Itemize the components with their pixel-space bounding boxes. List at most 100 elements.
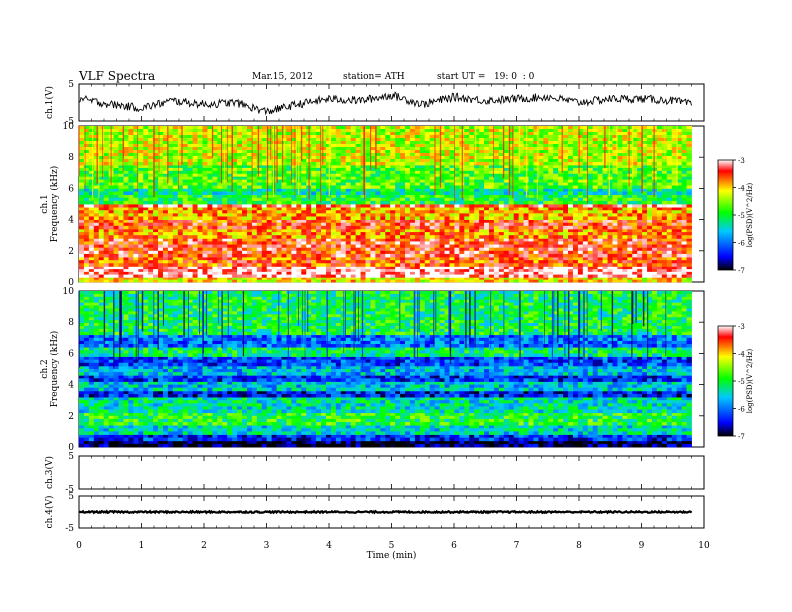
spectrogram-cell: [439, 263, 445, 267]
spectrogram-cell: [493, 213, 500, 217]
spectrogram-cell: [637, 269, 643, 273]
spectrogram-cell: [133, 219, 139, 224]
spectrogram-cell: [138, 250, 144, 255]
spectrogram-cell: [409, 197, 416, 202]
spectrogram-cell: [271, 219, 277, 224]
spectrogram-cell: [405, 191, 411, 196]
spectrogram-cell: [93, 210, 100, 214]
spectrogram-cell: [385, 216, 391, 220]
spectrogram-cell: [607, 238, 613, 242]
spectrogram-cell: [523, 238, 529, 242]
spectrogram-cell: [503, 277, 510, 281]
spectrogram-cell: [291, 274, 297, 278]
spectrogram-cell: [518, 200, 524, 205]
spectrogram-cell: [192, 253, 198, 258]
spectrogram-cell: [261, 207, 268, 211]
spectrogram-cell: [330, 257, 337, 261]
spectrogram-cell: [469, 266, 475, 270]
spectrogram-cell: [572, 274, 579, 278]
spectrogram-cell: [242, 228, 248, 233]
spectrogram-cell: [390, 194, 396, 199]
spectrogram-cell: [113, 271, 119, 275]
spectrogram-cell: [563, 257, 569, 261]
spectrogram-cell: [79, 250, 85, 255]
spectrogram-cell: [177, 219, 184, 224]
spectrogram-cell: [133, 241, 139, 245]
spectrogram-cell: [350, 197, 357, 202]
spectrogram-cell: [414, 219, 421, 224]
spectrogram-cell: [488, 191, 495, 196]
spectrogram-cell: [167, 188, 174, 192]
spectrogram-cell: [409, 257, 416, 261]
spectrogram-cell: [375, 197, 381, 202]
spectrogram-cell: [335, 165, 342, 169]
spectrogram-cell: [227, 225, 233, 230]
spectrogram-cell: [405, 197, 411, 202]
spectrogram-cell: [355, 197, 361, 202]
spectrogram-cell: [325, 197, 332, 202]
spectrogram-cell: [266, 225, 273, 230]
spectrogram-cell: [607, 263, 613, 267]
spectrogram-cell: [582, 238, 589, 242]
spectrogram-cell: [143, 194, 149, 199]
spectrogram-cell: [237, 200, 243, 205]
spectrogram-cell: [108, 219, 114, 224]
spectrogram-cell: [167, 238, 174, 242]
spectrogram-cell: [607, 197, 613, 202]
spectrogram-cell: [365, 210, 371, 214]
spectrogram-cell: [563, 263, 569, 267]
spectrogram-cell: [587, 167, 594, 172]
spectrogram-cell: [345, 165, 352, 169]
spectrogram-cell: [321, 197, 327, 202]
spectrogram-cell: [503, 213, 510, 217]
spectrogram-cell: [276, 238, 282, 242]
spectrogram-cell: [568, 244, 574, 249]
spectrogram-cell: [217, 213, 223, 217]
spectrogram-cell: [335, 257, 342, 261]
spectrogram-cell: [627, 194, 633, 199]
spectrogram-cell: [128, 244, 134, 249]
spectrogram-cell: [153, 173, 159, 178]
spectrogram-cell: [651, 266, 658, 270]
spectrogram-cell: [602, 235, 608, 239]
spectrogram-cell: [103, 176, 110, 181]
spectrogram-cell: [597, 207, 603, 211]
spectrogram-cell: [271, 279, 277, 283]
spectrogram-cell: [365, 197, 371, 202]
spectrogram-cell: [582, 244, 589, 249]
spectrogram-cell: [405, 225, 411, 230]
spectrogram-cell: [133, 167, 139, 172]
spectrogram-cell: [281, 271, 287, 275]
spectrogram-cell: [98, 238, 105, 242]
spectrogram-cell: [158, 207, 164, 211]
spectrogram-cell: [237, 228, 243, 233]
spectrogram-cell: [518, 176, 524, 181]
spectrogram-cell: [306, 197, 312, 202]
spectrogram-cell: [261, 274, 268, 278]
spectrogram-cell: [686, 253, 692, 258]
spectrogram-cell: [587, 191, 594, 196]
spectrogram-cell: [414, 235, 421, 239]
spectrogram-cell: [493, 197, 500, 202]
spectrogram-cell: [251, 210, 258, 214]
spectrogram-cell: [153, 228, 159, 233]
spectrogram-cell: [162, 238, 169, 242]
spectrogram-cell: [113, 235, 119, 239]
spectrogram-cell: [232, 204, 238, 208]
spectrogram-cell: [202, 225, 208, 230]
spectrogram-cell: [582, 250, 589, 255]
spectrogram-cell: [637, 274, 643, 278]
spectrogram-cell: [88, 167, 95, 172]
spectrogram-cell: [212, 247, 218, 252]
spectrogram-cell: [123, 170, 129, 175]
spectrogram-cell: [642, 173, 648, 178]
spectrogram-cell: [671, 222, 678, 227]
spectrogram-cell: [286, 250, 292, 255]
spectrogram-cell: [488, 257, 495, 261]
spectrogram-cell: [405, 271, 411, 275]
spectrogram-cell: [325, 257, 332, 261]
spectrogram-cell: [212, 165, 218, 169]
spectrogram-cell: [375, 232, 381, 236]
spectrogram-cell: [88, 247, 95, 252]
spectrogram-cell: [474, 176, 480, 181]
